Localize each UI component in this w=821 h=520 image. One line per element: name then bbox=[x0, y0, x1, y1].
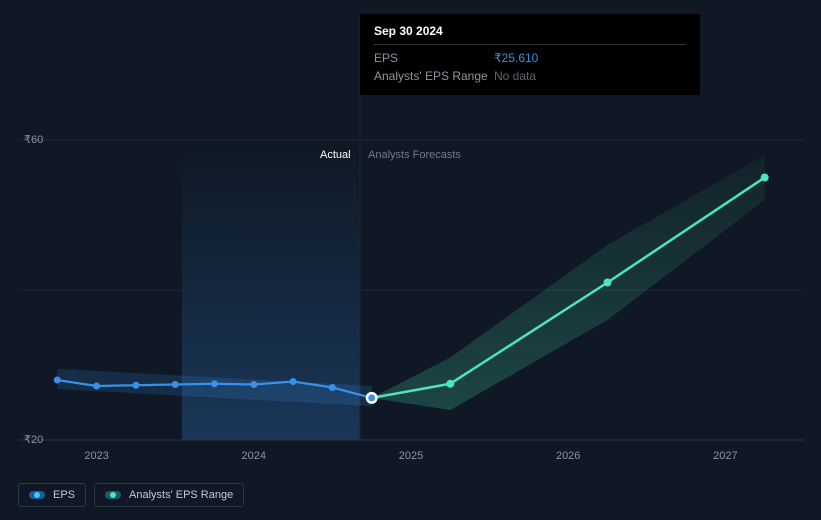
eps-chart: Sep 30 2024 EPS ₹25.610 Analysts' EPS Ra… bbox=[0, 0, 821, 520]
legend-label-range: Analysts' EPS Range bbox=[129, 489, 233, 501]
tooltip-row-range: Analysts' EPS Range No data bbox=[374, 67, 686, 85]
tooltip-range-label: Analysts' EPS Range bbox=[374, 69, 494, 83]
tooltip-date: Sep 30 2024 bbox=[374, 24, 686, 45]
x-tick-label: 2024 bbox=[242, 450, 266, 462]
tooltip-row-eps: EPS ₹25.610 bbox=[374, 49, 686, 67]
y-tick-label: ₹20 bbox=[24, 433, 43, 446]
tooltip-range-value: No data bbox=[494, 69, 536, 83]
legend-swatch-range bbox=[105, 491, 121, 499]
chart-legend: EPS Analysts' EPS Range bbox=[18, 483, 244, 507]
x-tick-label: 2023 bbox=[84, 450, 108, 462]
y-tick-label: ₹60 bbox=[24, 133, 43, 146]
tooltip-eps-value: ₹25.610 bbox=[494, 51, 538, 65]
region-label-forecast: Analysts Forecasts bbox=[368, 149, 461, 161]
legend-item-eps[interactable]: EPS bbox=[18, 483, 86, 507]
x-tick-label: 2025 bbox=[399, 450, 423, 462]
legend-swatch-eps bbox=[29, 491, 45, 499]
region-label-actual: Actual bbox=[320, 149, 351, 161]
legend-label-eps: EPS bbox=[53, 489, 75, 501]
chart-tooltip: Sep 30 2024 EPS ₹25.610 Analysts' EPS Ra… bbox=[360, 14, 700, 95]
x-tick-label: 2026 bbox=[556, 450, 580, 462]
legend-item-range[interactable]: Analysts' EPS Range bbox=[94, 483, 244, 507]
tooltip-eps-label: EPS bbox=[374, 51, 494, 65]
x-tick-label: 2027 bbox=[713, 450, 737, 462]
